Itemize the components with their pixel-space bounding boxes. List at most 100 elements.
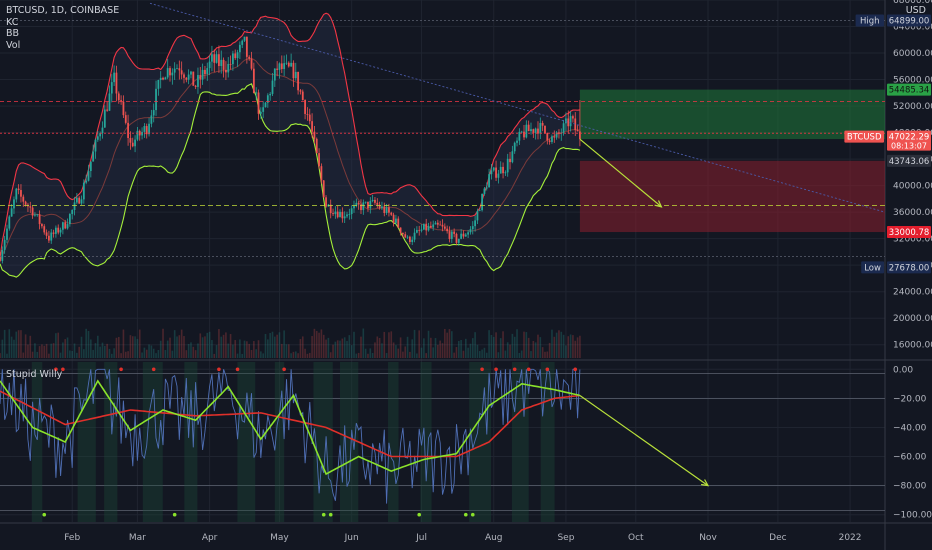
candle-body — [422, 223, 425, 230]
candle-body — [411, 239, 414, 243]
osc-top-dot — [119, 367, 123, 372]
candle-body — [455, 233, 458, 243]
currency-label: USD — [905, 5, 926, 16]
candle-body — [169, 68, 171, 76]
volume-bar — [530, 351, 532, 358]
candle-body — [572, 116, 574, 119]
candle-body — [99, 133, 102, 137]
candle-body — [273, 68, 276, 81]
candle-body — [180, 70, 183, 75]
volume-bar — [513, 336, 516, 358]
osc-bottom-dot — [463, 512, 468, 517]
volume-bar — [362, 328, 365, 358]
candle-body — [311, 121, 313, 132]
volume-bar — [236, 353, 239, 358]
candle-body — [183, 74, 185, 78]
candle-body — [50, 232, 53, 241]
candle-body — [108, 93, 111, 111]
lower-band-line — [0, 83, 581, 278]
volume-bar — [565, 345, 567, 358]
volume-bar — [211, 340, 213, 358]
time-tick: May — [270, 533, 289, 543]
price-tick: 52000.00 — [893, 102, 932, 112]
candle-body — [75, 197, 78, 203]
candle-body — [208, 61, 211, 69]
candle-body — [157, 80, 160, 89]
volume-bar — [201, 337, 204, 358]
volume-bar — [183, 336, 185, 358]
osc-zone — [540, 362, 555, 522]
candle-body — [257, 92, 260, 114]
candle-body — [103, 109, 106, 128]
candle-body — [204, 69, 206, 75]
volume-bar — [471, 338, 474, 358]
volume-bar — [499, 338, 502, 358]
volume-bar — [488, 330, 490, 358]
time-tick: Jun — [344, 533, 359, 543]
candle-body — [294, 71, 297, 79]
osc-bottom-dot — [42, 512, 47, 517]
volume-bar — [64, 339, 67, 358]
candle-body — [234, 53, 237, 59]
candle-body — [509, 158, 511, 163]
candle-body — [364, 201, 367, 203]
symbol-title[interactable]: BTCUSD, 1D, COINBASE — [6, 5, 120, 16]
volume-bar — [520, 350, 523, 358]
candle-body — [527, 124, 530, 132]
candle-body — [492, 167, 495, 171]
candle-body — [115, 72, 118, 94]
volume-bar — [162, 328, 164, 358]
volume-bar — [62, 342, 64, 358]
legend-item-kc[interactable]: KC — [6, 16, 19, 28]
candle-body — [176, 68, 178, 70]
volume-bar — [444, 328, 446, 358]
volume-bar — [318, 332, 320, 358]
candle-body — [429, 225, 432, 228]
osc-top-dot — [494, 367, 498, 372]
osc-bottom-dot — [172, 512, 177, 517]
volume-bar — [474, 332, 476, 358]
volume-bar — [467, 347, 469, 358]
candle-body — [478, 210, 481, 212]
candle-body — [164, 77, 167, 80]
osc-top-dot — [480, 367, 484, 372]
candle-body — [113, 72, 116, 83]
time-tick: 2022 — [839, 533, 862, 543]
volume-bar — [537, 334, 539, 358]
volume-bar — [50, 343, 53, 358]
volume-bar — [464, 338, 467, 358]
candle-body — [222, 59, 225, 70]
price-tick: 20000.00 — [893, 314, 932, 324]
osc-top-dot — [151, 367, 156, 372]
candle-body — [404, 234, 407, 238]
volume-bar — [110, 353, 113, 358]
candle-body — [215, 54, 218, 63]
candle-body — [173, 68, 176, 73]
candle-body — [418, 229, 421, 231]
legend-item-vol[interactable]: Vol — [6, 39, 21, 51]
candle-body — [369, 201, 372, 209]
volume-bar — [560, 331, 563, 358]
volume-bar — [108, 348, 111, 358]
candle-body — [555, 132, 558, 138]
volume-bar — [576, 337, 579, 358]
candle-body — [525, 124, 528, 138]
volume-bar — [287, 344, 290, 358]
candle-body — [367, 201, 369, 209]
candle-body — [481, 193, 483, 211]
volume-bar — [83, 349, 85, 358]
candle-body — [143, 126, 146, 132]
candle-body — [532, 129, 535, 133]
candle-body — [199, 74, 202, 80]
legend-item-bb[interactable]: BB — [6, 28, 20, 39]
volume-bar — [73, 343, 76, 358]
time-tick: Dec — [769, 533, 786, 543]
volume-bar — [0, 353, 1, 358]
candle-body — [420, 229, 423, 231]
volume-bar — [418, 330, 421, 358]
price-levels — [0, 2, 886, 258]
candle-body — [185, 77, 188, 80]
indicator-title[interactable]: Stupid Willy — [6, 369, 63, 380]
volume-bar — [71, 350, 73, 358]
